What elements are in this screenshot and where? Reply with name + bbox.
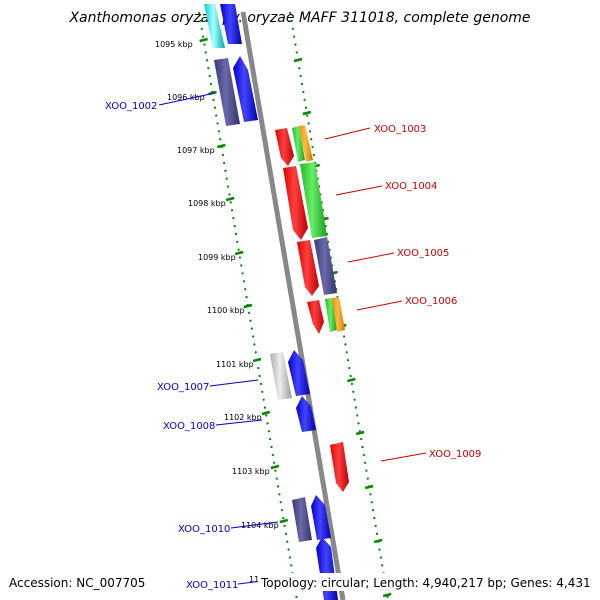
leader-xoo-1010 <box>230 521 279 529</box>
gene-blue-1010[interactable] <box>311 495 331 540</box>
gene-xoo-1006-orange[interactable] <box>332 297 345 332</box>
scale-tick-right <box>355 430 365 436</box>
scale-tick-left <box>225 196 235 202</box>
gene-xoo-1005-slate[interactable] <box>314 237 337 295</box>
gene-xoo-1004-green[interactable] <box>300 162 327 238</box>
label-xoo-1004[interactable]: XOO_1004 <box>385 181 437 192</box>
gene-xoo-1004-red[interactable] <box>283 166 308 240</box>
leader-xoo-1007 <box>209 379 259 387</box>
gene-blue-1002b[interactable] <box>233 56 258 122</box>
gene-cyan-top[interactable] <box>204 4 225 48</box>
tick-label-1099: 1099 kbp <box>198 253 236 262</box>
footer-accession-bg <box>6 573 146 591</box>
scale-tick-right <box>364 484 374 490</box>
gene-gray-1007[interactable] <box>270 352 292 400</box>
scale-tick-left <box>252 357 262 363</box>
tick-label-1095: 1095 kbp <box>155 40 193 49</box>
tick-label-1096: 1096 kbp <box>167 93 205 102</box>
leader-xoo-1005 <box>347 252 395 263</box>
scale-tick-right <box>373 538 383 544</box>
scale-tick-left <box>217 143 226 149</box>
scale-track-left <box>198 11 298 600</box>
gene-blue-top[interactable] <box>220 4 242 44</box>
leader-xoo-1002 <box>158 92 216 106</box>
scale-tick-right <box>302 110 312 116</box>
gene-xoo-1005-red[interactable] <box>297 240 319 296</box>
footer-summary-bg <box>258 573 596 591</box>
map-title: Xanthomonas oryzae pv. oryzae MAFF 31101… <box>68 10 530 26</box>
footer-summary: Topology: circular; Length: 4,940,217 bp… <box>260 576 591 590</box>
tick-label-1102: 1102 kbp <box>224 413 262 422</box>
gene-xoo-1006-green[interactable] <box>325 298 337 332</box>
tick-label-1101: 1101 kbp <box>216 360 254 369</box>
leader-xoo-1004 <box>335 185 383 196</box>
tick-label-1103: 1103 kbp <box>232 467 270 476</box>
gene-xoo-1006-red[interactable] <box>307 300 324 334</box>
tick-label-1105-partial: 11 <box>249 575 259 584</box>
label-xoo-1005[interactable]: XOO_1005 <box>397 248 449 259</box>
scale-tick-right <box>347 377 356 383</box>
gene-xoo-1002[interactable] <box>214 58 240 126</box>
leader-xoo-1008 <box>215 419 263 426</box>
scale-tick-left <box>243 303 253 309</box>
gene-xoo-1009[interactable] <box>330 442 349 492</box>
scale-tick-left <box>279 518 289 524</box>
tick-label-1098: 1098 kbp <box>188 199 226 208</box>
scale-tick-right <box>382 592 392 598</box>
footer-accession: Accession: NC_007705 <box>9 576 145 590</box>
label-xoo-1003[interactable]: XOO_1003 <box>374 124 426 135</box>
gene-green-1003[interactable] <box>292 126 305 162</box>
label-xoo-1010[interactable]: XOO_1010 <box>178 524 230 535</box>
label-xoo-1007[interactable]: XOO_1007 <box>157 382 209 393</box>
tick-label-1104: 1104 kbp <box>241 521 279 530</box>
label-xoo-1008[interactable]: XOO_1008 <box>163 421 215 432</box>
tick-label-1100: 1100 kbp <box>207 306 245 315</box>
scale-tick-left <box>270 464 280 470</box>
scale-tick-left <box>234 250 244 256</box>
gene-slate-1010[interactable] <box>292 497 312 542</box>
label-xoo-1006[interactable]: XOO_1006 <box>405 296 457 307</box>
leader-xoo-1006 <box>356 300 403 311</box>
label-xoo-1009[interactable]: XOO_1009 <box>429 449 481 460</box>
gene-blue-1007[interactable] <box>288 350 310 396</box>
gene-orange-1003[interactable] <box>299 125 313 162</box>
leader-xoo-1003 <box>324 127 371 140</box>
scale-tick-left <box>199 37 208 43</box>
tick-label-1097: 1097 kbp <box>177 146 215 155</box>
scale-tick-right <box>293 57 303 63</box>
label-xoo-1002[interactable]: XOO_1002 <box>105 101 157 112</box>
leader-xoo-1009 <box>380 452 427 462</box>
scale-tick-left <box>261 410 271 416</box>
scale-track-right <box>289 11 389 600</box>
genome-backbone <box>240 11 346 600</box>
label-xoo-1011[interactable]: XOO_1011 <box>186 580 238 591</box>
gene-blue-1008[interactable] <box>296 396 316 432</box>
gene-xoo-1003[interactable] <box>275 128 294 166</box>
